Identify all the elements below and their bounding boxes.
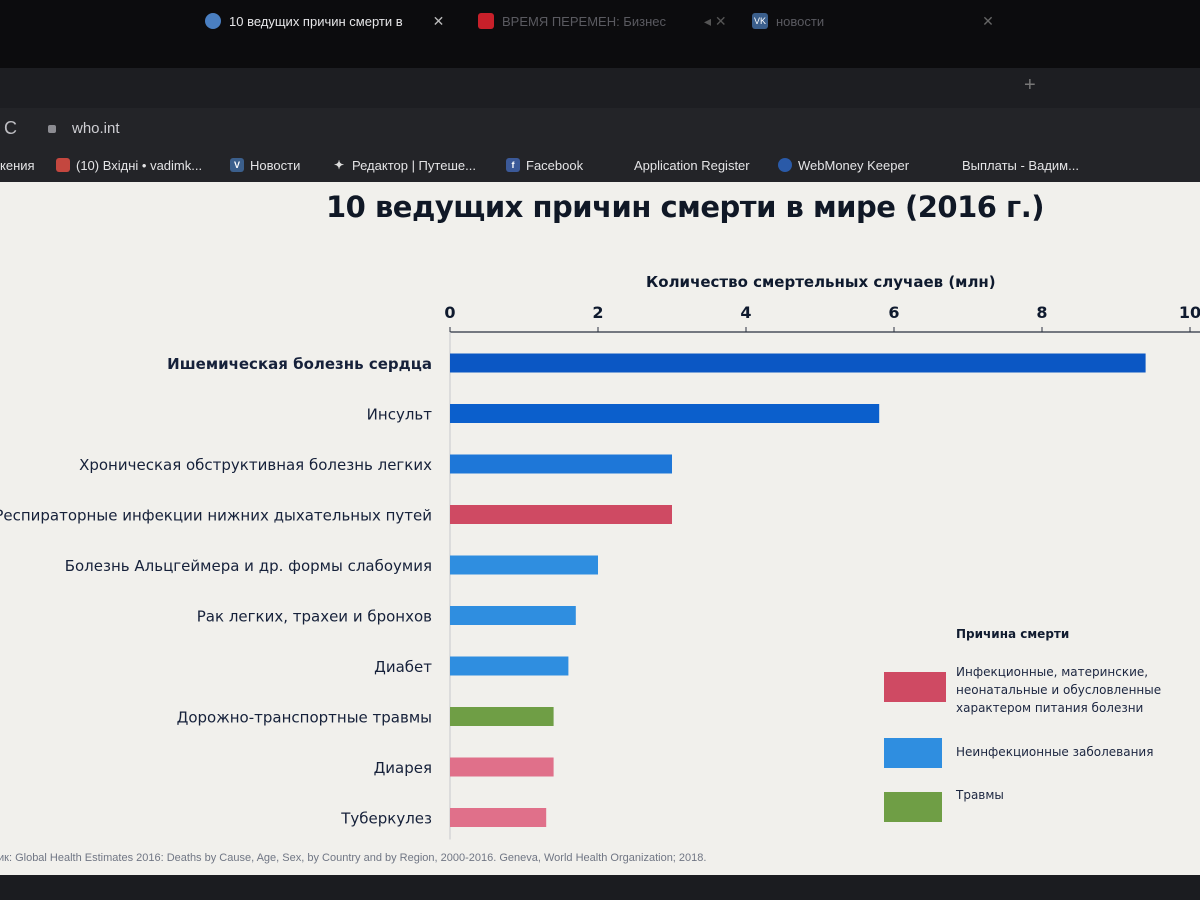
screen-bottom-bezel — [0, 875, 1200, 900]
category-label: Туберкулез — [340, 810, 432, 828]
bookmark-item[interactable]: WebMoney Keeper — [778, 155, 909, 175]
x-axis-label: Количество смертельных случаев (млн) — [646, 273, 996, 291]
bookmark-item[interactable]: (10) Вхідні • vadimk... — [56, 155, 202, 175]
screen-bezel — [0, 0, 1200, 68]
bookmark-label: Новости — [250, 157, 301, 173]
x-tick-label: 10 — [1179, 303, 1200, 322]
source-note: Источник: Global Health Estimates 2016: … — [0, 852, 707, 864]
category-label: Диабет — [374, 658, 432, 676]
star-icon: ✦ — [333, 158, 345, 172]
tab-vk[interactable]: VK новости ✕ — [752, 8, 994, 34]
close-tab-icon[interactable]: ✕ — [982, 12, 994, 29]
bar — [450, 808, 547, 827]
bookmark-label: Редактор | Путеше... — [352, 157, 476, 173]
bookmarks-bar — [0, 150, 1200, 182]
bookmark-label: (10) Вхідні • vadimk... — [76, 157, 203, 173]
youtube-icon — [478, 13, 494, 29]
bar — [450, 353, 1146, 373]
mail-icon — [56, 158, 70, 172]
bookmark-item[interactable]: Application Register — [634, 155, 750, 175]
category-label: Ишемическая болезнь сердца — [167, 355, 432, 373]
category-label: Респираторные инфекции нижних дыхательны… — [0, 507, 432, 525]
vk-icon: VK — [752, 13, 768, 29]
lock-icon — [48, 125, 56, 133]
address-bar — [0, 108, 1200, 150]
vk-icon: V — [230, 158, 244, 172]
x-tick-label: 6 — [888, 303, 899, 322]
bookmark-label: WebMoney Keeper — [798, 157, 910, 173]
legend-label: Неинфекционные заболевания — [956, 745, 1154, 759]
chart-title: 10 ведущих причин смерти в мире (2016 г.… — [326, 190, 1044, 224]
speaker-icon[interactable]: ◂ ✕ — [703, 12, 727, 29]
bar — [450, 404, 880, 423]
url-field[interactable]: who.int — [72, 120, 120, 137]
legend-swatch — [884, 672, 946, 702]
legend-swatch — [884, 792, 942, 822]
x-tick-label: 2 — [592, 303, 603, 322]
tab-title: 10 ведущих причин смерти в — [229, 13, 403, 29]
tab-who-active[interactable]: 10 ведущих причин смерти в ✕ — [205, 8, 444, 34]
x-tick-label: 0 — [444, 303, 455, 322]
bar — [450, 555, 598, 575]
reload-icon[interactable]: C — [4, 118, 17, 138]
legend-label: Инфекционные, материнские, неонатальные … — [956, 665, 1162, 715]
bookmark-label: Выплаты - Вадим... — [962, 157, 1079, 173]
category-label: Рак легких, трахеи и бронхов — [197, 608, 432, 626]
webmoney-icon — [778, 158, 792, 172]
bookmark-label: Application Register — [634, 157, 750, 173]
legend-label: Травмы — [956, 788, 1004, 802]
facebook-icon: f — [506, 158, 520, 172]
category-label: Диарея — [374, 759, 432, 777]
category-label: Болезнь Альцгеймера и др. формы слабоуми… — [65, 557, 432, 575]
bookmark-item[interactable]: f Facebook — [506, 155, 583, 175]
bar — [450, 505, 672, 524]
bookmark-label: Facebook — [526, 157, 584, 173]
bookmark-label: кения — [0, 157, 35, 173]
x-tick-label: 4 — [740, 303, 751, 322]
legend-item-infectious: Инфекционные, материнские, неонатальные … — [884, 665, 1161, 715]
page-content — [0, 182, 1200, 875]
tab-title: ВРЕМЯ ПЕРЕМЕН: Бизнес — [502, 13, 666, 29]
bar — [450, 707, 554, 726]
category-label: Инсульт — [367, 406, 433, 424]
new-tab-icon[interactable]: + — [1024, 74, 1036, 96]
bookmark-item[interactable]: Выплаты - Вадим... — [962, 155, 1079, 175]
bar — [450, 454, 672, 474]
legend-item-injuries: Травмы — [884, 788, 1004, 822]
bar — [450, 656, 569, 676]
category-label: Дорожно-транспортные травмы — [177, 709, 432, 727]
close-tab-icon[interactable]: ✕ — [432, 12, 445, 29]
bar — [450, 606, 576, 625]
tab-title: новости — [776, 13, 825, 29]
bookmark-item[interactable]: V Новости — [230, 155, 300, 175]
tab-youtube[interactable]: ВРЕМЯ ПЕРЕМЕН: Бизнес ◂ ✕ — [478, 8, 727, 34]
x-tick-label: 8 — [1036, 303, 1047, 322]
bookmark-item[interactable]: ✦ Редактор | Путеше... — [332, 155, 476, 175]
legend-item-noncommunicable: Неинфекционные заболевания — [884, 738, 1153, 768]
bookmark-item[interactable]: кения — [0, 155, 35, 175]
category-label: Хроническая обструктивная болезнь легких — [79, 456, 432, 474]
browser-tab-strip — [0, 68, 1200, 108]
legend-title: Причина смерти — [956, 627, 1070, 641]
who-globe-icon — [205, 13, 221, 29]
legend-swatch — [884, 738, 942, 768]
bar — [450, 757, 554, 777]
